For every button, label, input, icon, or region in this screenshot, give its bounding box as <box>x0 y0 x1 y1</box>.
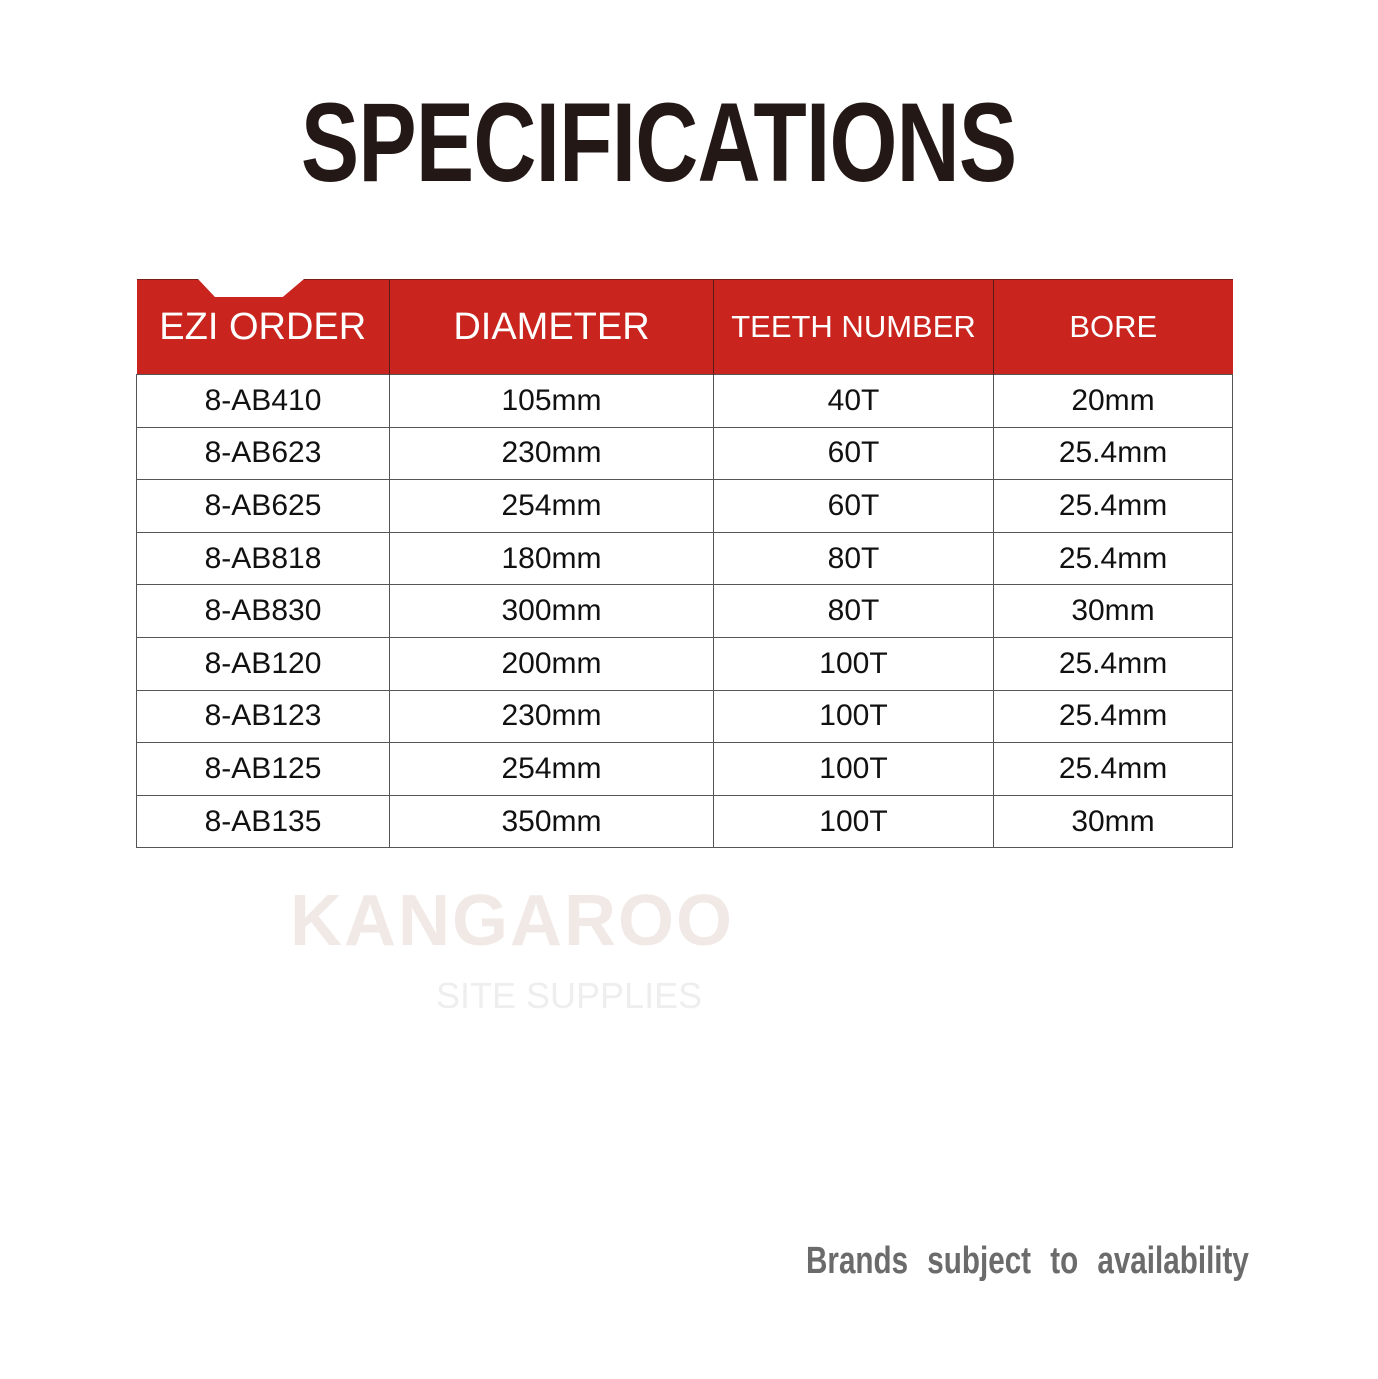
table-row: 8-AB410 105mm 40T 20mm <box>136 374 1233 428</box>
cell-ezi-order: 8-AB125 <box>136 742 390 796</box>
table-row: 8-AB125 254mm 100T 25.4mm <box>136 742 1233 796</box>
cell-bore: 25.4mm <box>993 689 1233 744</box>
cell-diameter: 254mm <box>389 479 714 533</box>
cell-diameter: 200mm <box>389 636 714 691</box>
cell-ezi-order: 8-AB830 <box>136 584 390 638</box>
header-bore: BORE <box>993 279 1233 375</box>
table-row: 8-AB123 230mm 100T 25.4mm <box>136 689 1233 744</box>
table-row: 8-AB120 200mm 100T 25.4mm <box>136 636 1233 691</box>
cell-bore: 30mm <box>993 584 1233 638</box>
cell-diameter: 105mm <box>389 374 714 428</box>
watermark-logo-subtext: SITE SUPPLIES <box>436 975 703 1016</box>
availability-note: Brands subject to availability <box>806 1240 1249 1282</box>
cell-bore: 25.4mm <box>993 531 1233 586</box>
table-header-row: EZI ORDER DIAMETER TEETH NUMBER BORE <box>136 279 1233 375</box>
cell-ezi-order: 8-AB120 <box>136 636 390 691</box>
cell-teeth-number: 100T <box>713 689 994 744</box>
page-title: SPECIFICATIONS <box>301 80 1017 205</box>
header-notch-decoration <box>198 279 304 297</box>
cell-diameter: 230mm <box>389 689 714 744</box>
table-row: 8-AB830 300mm 80T 30mm <box>136 584 1233 638</box>
cell-diameter: 180mm <box>389 531 714 586</box>
cell-ezi-order: 8-AB818 <box>136 531 390 586</box>
cell-bore: 25.4mm <box>993 636 1233 691</box>
cell-teeth-number: 100T <box>713 636 994 691</box>
cell-diameter: 300mm <box>389 584 714 638</box>
watermark-logo-text: KANGAROO <box>290 881 734 961</box>
cell-teeth-number: 100T <box>713 742 994 796</box>
cell-ezi-order: 8-AB135 <box>136 794 390 849</box>
cell-bore: 25.4mm <box>993 742 1233 796</box>
cell-teeth-number: 40T <box>713 374 994 428</box>
cell-bore: 20mm <box>993 374 1233 428</box>
cell-teeth-number: 80T <box>713 584 994 638</box>
table-row: 8-AB623 230mm 60T 25.4mm <box>136 426 1233 481</box>
cell-ezi-order: 8-AB625 <box>136 479 390 533</box>
cell-bore: 25.4mm <box>993 479 1233 533</box>
cell-bore: 30mm <box>993 794 1233 849</box>
header-teeth-number: TEETH NUMBER <box>713 279 994 375</box>
cell-teeth-number: 80T <box>713 531 994 586</box>
cell-diameter: 254mm <box>389 742 714 796</box>
cell-bore: 25.4mm <box>993 426 1233 481</box>
cell-ezi-order: 8-AB410 <box>136 374 390 428</box>
cell-ezi-order: 8-AB123 <box>136 689 390 744</box>
cell-teeth-number: 100T <box>713 794 994 849</box>
cell-diameter: 350mm <box>389 794 714 849</box>
cell-teeth-number: 60T <box>713 426 994 481</box>
cell-diameter: 230mm <box>389 426 714 481</box>
header-diameter: DIAMETER <box>389 279 714 375</box>
table-row: 8-AB135 350mm 100T 30mm <box>136 794 1233 849</box>
specifications-table: EZI ORDER DIAMETER TEETH NUMBER BORE 8-A… <box>136 279 1233 849</box>
cell-teeth-number: 60T <box>713 479 994 533</box>
table-row: 8-AB818 180mm 80T 25.4mm <box>136 531 1233 586</box>
table-row: 8-AB625 254mm 60T 25.4mm <box>136 479 1233 533</box>
cell-ezi-order: 8-AB623 <box>136 426 390 481</box>
